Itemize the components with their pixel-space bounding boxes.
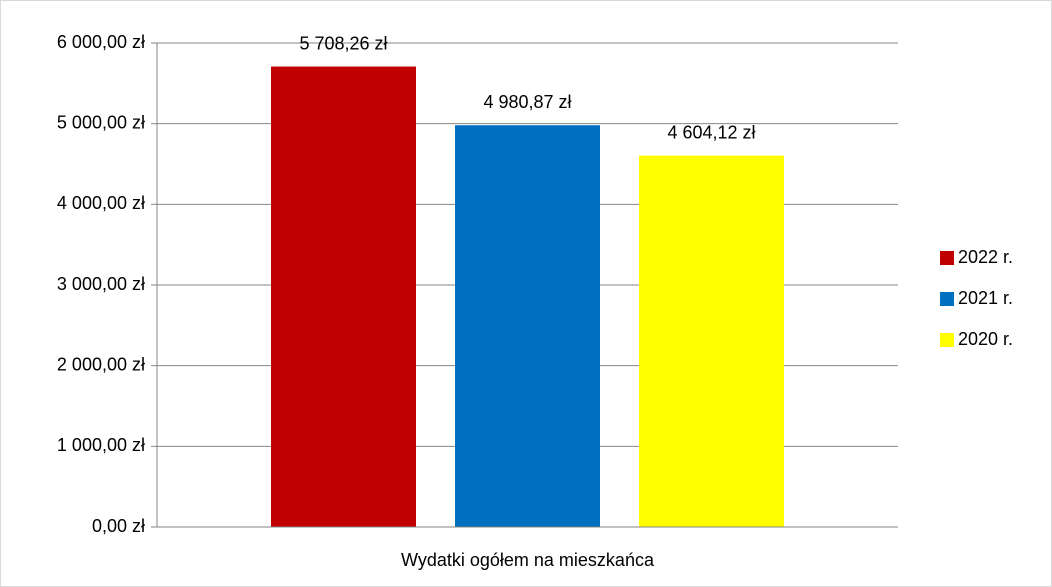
bar (639, 155, 784, 527)
x-tick-label: Wydatki ogółem na mieszkańca (401, 550, 655, 570)
legend-swatch (940, 251, 954, 265)
value-label: 4 604,12 zł (667, 122, 755, 142)
y-tick-label: 4 000,00 zł (57, 193, 145, 213)
y-tick-label: 6 000,00 zł (57, 32, 145, 52)
y-tick-label: 3 000,00 zł (57, 274, 145, 294)
y-tick-label: 1 000,00 zł (57, 435, 145, 455)
y-tick-label: 0,00 zł (92, 516, 145, 536)
legend-swatch (940, 292, 954, 306)
bar (271, 66, 416, 527)
legend-swatch (940, 333, 954, 347)
y-tick-label: 2 000,00 zł (57, 354, 145, 374)
bar (455, 125, 600, 527)
legend-label: 2022 r. (958, 247, 1013, 267)
value-label: 4 980,87 zł (483, 92, 571, 112)
y-tick-label: 5 000,00 zł (57, 112, 145, 132)
value-label: 5 708,26 zł (299, 33, 387, 53)
legend-label: 2021 r. (958, 288, 1013, 308)
legend-label: 2020 r. (958, 329, 1013, 349)
